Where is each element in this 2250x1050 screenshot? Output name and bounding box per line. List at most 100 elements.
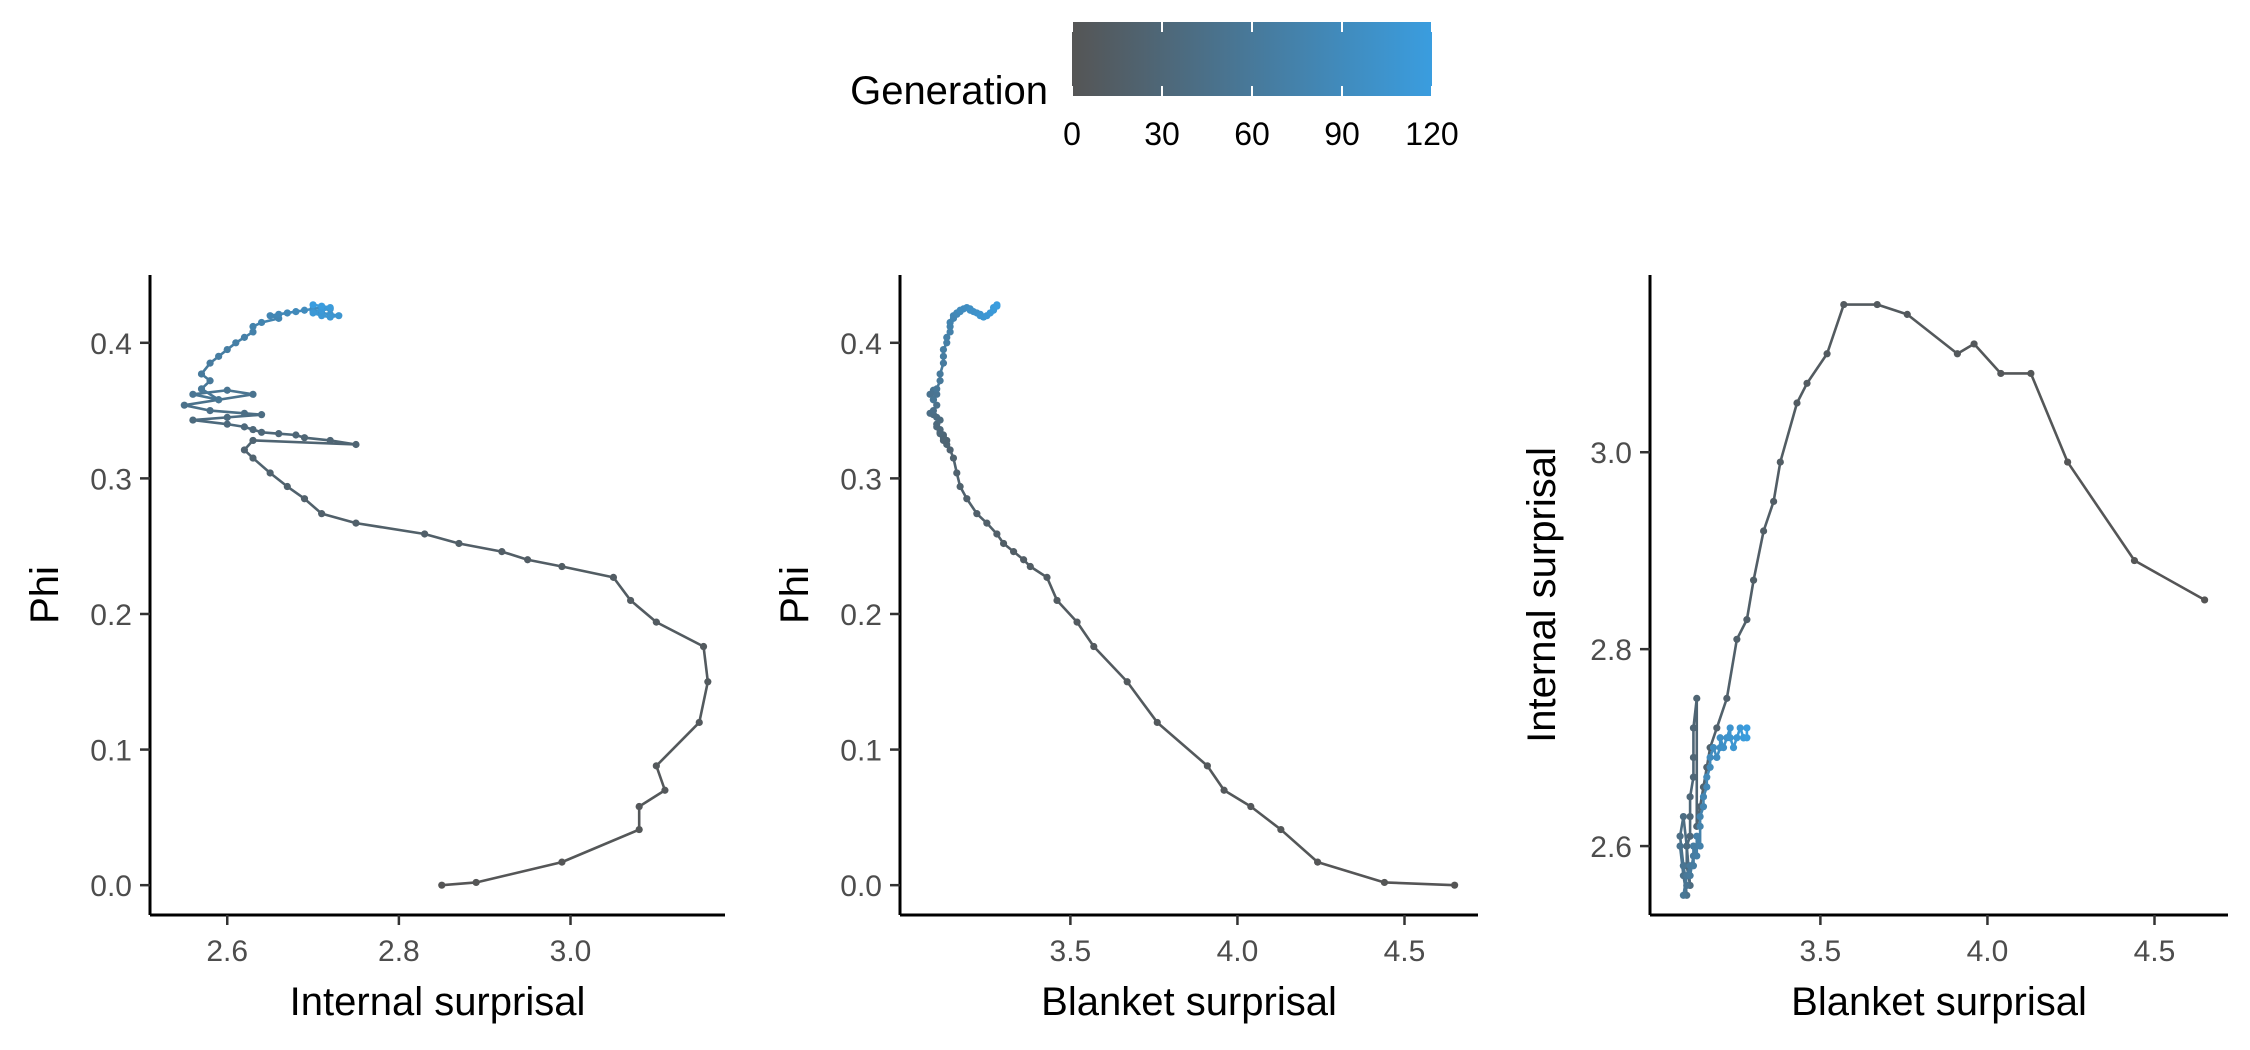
data-point	[1679, 862, 1688, 870]
data-point	[1247, 802, 1255, 811]
trajectory-segment	[192, 416, 228, 422]
data-point	[943, 333, 951, 341]
trajectory-segment	[1280, 828, 1319, 864]
x-tick-label: 2.8	[378, 935, 420, 968]
data-point	[635, 825, 643, 834]
data-point	[257, 428, 266, 436]
data-point	[249, 436, 257, 445]
data-point	[1903, 310, 1911, 318]
data-point	[472, 878, 480, 887]
data-point	[249, 328, 257, 336]
data-point	[1220, 786, 1228, 794]
trajectory-segment	[1715, 697, 1729, 729]
trajectory-segment	[303, 497, 323, 515]
data-point	[223, 345, 231, 354]
panel-phi-vs-internal-surprisal: 2.6 2.8 3.0 0.0 0.1 0.2 0.3 0.4 Internal surpr…	[23, 275, 725, 1024]
trajectory-segment	[441, 881, 477, 887]
data-point	[223, 386, 231, 394]
data-point	[973, 510, 981, 518]
data-point	[300, 306, 309, 314]
data-point	[1314, 858, 1322, 866]
data-point	[1679, 891, 1688, 899]
data-point	[223, 413, 231, 421]
data-point	[939, 359, 948, 367]
data-point	[249, 390, 257, 398]
x-ticks: 3.5 4.0 4.5	[1050, 915, 1425, 968]
data-point	[215, 352, 223, 360]
data-point	[1726, 724, 1734, 732]
data-point	[1743, 724, 1751, 732]
trajectory-segment	[184, 398, 219, 407]
data-point	[2130, 556, 2139, 565]
data-point	[1706, 753, 1714, 762]
y-tick-label: 0.3	[840, 463, 882, 496]
data-point	[257, 411, 266, 419]
data-point	[933, 390, 941, 398]
data-point	[1277, 825, 1285, 834]
data-point	[189, 390, 197, 398]
trajectory-segment	[192, 393, 219, 402]
data-point	[189, 416, 197, 424]
data-point	[335, 312, 343, 320]
data-point	[652, 762, 660, 770]
trajectory-segment	[1384, 881, 1455, 887]
data-point	[1699, 803, 1708, 811]
data-point	[1770, 497, 1778, 506]
data-point	[949, 454, 958, 462]
data-point	[283, 482, 291, 491]
data-point	[1693, 852, 1701, 860]
legend-tick-label: 30	[1144, 116, 1180, 152]
trajectory-segment	[1745, 580, 1755, 620]
data-point	[1693, 694, 1701, 702]
trajectory-segment	[321, 512, 357, 525]
legend-title: Generation	[850, 69, 1048, 113]
x-tick-label: 4.0	[1967, 935, 2009, 968]
y-tick-label: 3.0	[1590, 437, 1632, 470]
data-point	[1380, 878, 1389, 887]
data-point	[1683, 842, 1691, 850]
legend-tick-label: 120	[1405, 116, 1458, 152]
data-point	[1970, 340, 1978, 348]
data-point	[1997, 369, 2005, 378]
data-point	[455, 539, 463, 548]
x-ticks: 2.6 2.8 3.0	[206, 915, 591, 968]
y-tick-label: 0.1	[90, 735, 132, 768]
trajectory-segment	[1250, 805, 1282, 831]
trajectory-segment	[1779, 402, 1799, 463]
trajectory-segment	[1206, 765, 1226, 791]
trajectory-segment	[184, 403, 211, 412]
data-point	[1020, 556, 1028, 564]
data-point	[1679, 812, 1688, 821]
data-point	[1689, 842, 1698, 850]
trajectory-segment	[655, 765, 667, 791]
data-point	[661, 786, 669, 794]
data-point	[936, 377, 944, 385]
data-point	[249, 425, 257, 434]
data-point	[1043, 573, 1051, 581]
trajectory-segment	[218, 393, 254, 402]
trajectory-segment	[612, 576, 632, 602]
trajectory-segment	[501, 550, 529, 561]
trajectory-segment	[2029, 372, 2069, 463]
trajectory-segment	[1906, 313, 1959, 355]
x-axis-title: Blanket surprisal	[1791, 980, 2087, 1024]
trajectory-segment	[304, 436, 331, 442]
data-point	[1123, 678, 1131, 686]
trajectory-segment	[1762, 501, 1775, 532]
x-tick-label: 2.6	[206, 935, 248, 968]
data-point	[933, 385, 941, 393]
data-point	[993, 530, 1001, 538]
y-ticks: 0.0 0.1 0.2 0.3 0.4	[840, 328, 900, 903]
trajectory-segment	[1076, 621, 1095, 648]
data-point	[1726, 734, 1734, 742]
data-point	[240, 333, 249, 341]
data-point	[318, 312, 326, 320]
data-point	[206, 377, 214, 385]
trajectory-segment	[1772, 461, 1782, 502]
plot-area	[180, 301, 712, 889]
data-point	[939, 345, 948, 354]
x-axis-title: Internal surprisal	[290, 980, 586, 1024]
data-point	[275, 430, 283, 438]
trajectory-segment	[1795, 382, 1809, 404]
trajectory-segment	[1752, 530, 1765, 581]
